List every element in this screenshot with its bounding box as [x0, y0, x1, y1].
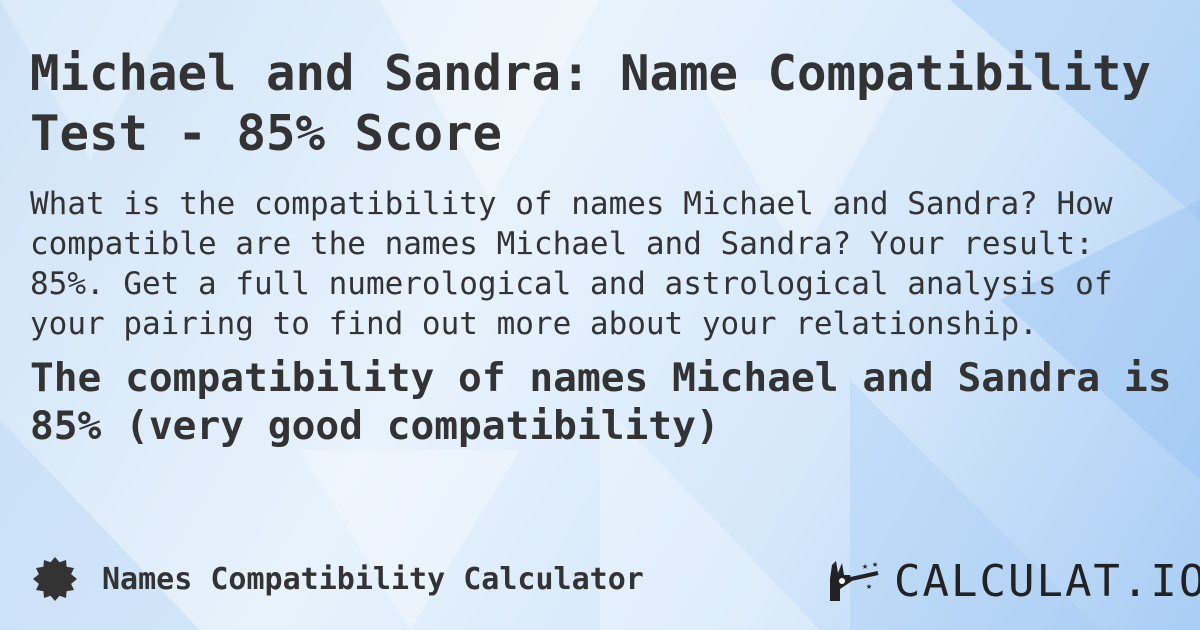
svg-text:★: ★ — [862, 561, 868, 572]
calculator-name: Names Compatibility Calculator — [102, 561, 644, 597]
description: What is the compatibility of names Micha… — [30, 186, 1113, 342]
logo-text: CALCULAT.IO — [894, 556, 1200, 607]
svg-text:★: ★ — [872, 559, 878, 570]
calculat-io-logo[interactable]: ★ ★ ★ CALCULAT.IO — [828, 556, 1200, 607]
svg-text:★: ★ — [866, 581, 872, 592]
result-heading: The compatibility of names Michael and S… — [30, 355, 1172, 449]
magic-wand-hand-icon: ★ ★ ★ — [830, 559, 879, 601]
calculator-label: Names Compatibility Calculator — [32, 556, 644, 602]
page-title: Michael and Sandra: Name Compatibility T… — [30, 45, 1152, 162]
badge-star-icon — [33, 557, 77, 601]
